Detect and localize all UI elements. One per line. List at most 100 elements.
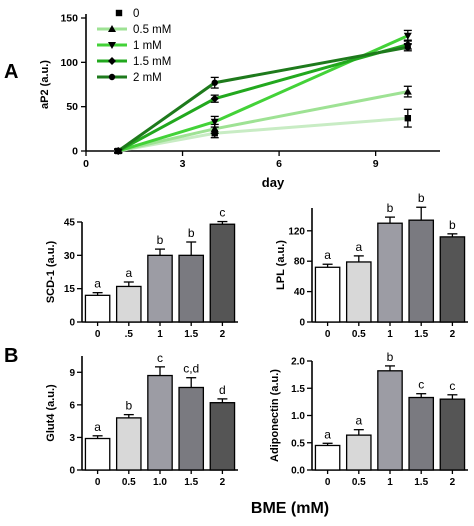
adiponectin-bar [377, 370, 403, 471]
glut4-x-tick-label: 2 [220, 477, 226, 488]
glut4-y-tick-label: 6 [69, 400, 75, 411]
lpl-bar [439, 236, 466, 323]
scd1-bar [115, 285, 142, 323]
glut4-y-tick-label: 3 [69, 433, 75, 444]
adiponectin-bar [408, 396, 435, 471]
glut4-bar [115, 417, 142, 471]
glut4-x-tick-label: 0.5 [122, 477, 136, 488]
adiponectin-significance-label: a [324, 427, 331, 441]
scd1-bar [209, 223, 236, 323]
legend-marker [108, 57, 116, 65]
adiponectin-significance-label: a [355, 414, 362, 428]
glut4-significance-label: a [94, 420, 101, 434]
lpl-y-tick-label: 0 [299, 318, 305, 329]
glut4-chart: 0 3 6 9 Glut4 (a.u.) a 0 b 0.5 c 1.0 c,d 1.5 d 2 [45, 351, 238, 488]
ap2-x-tick-label: 6 [276, 158, 282, 170]
panel-label-b: B [4, 345, 18, 367]
glut4-significance-label: c,d [183, 362, 199, 376]
ap2-data-point [210, 124, 219, 132]
ap2-data-point [211, 79, 218, 86]
adiponectin-x-tick-label: 1 [387, 477, 393, 488]
legend-label: 1.5 mM [133, 56, 171, 68]
scd1-significance-label: a [94, 277, 101, 291]
scd1-y-tick-label: 15 [64, 284, 76, 295]
lpl-y-axis-label: LPL (a.u.) [275, 240, 287, 290]
lpl-significance-label: a [324, 248, 331, 262]
ap2-data-point [210, 94, 219, 103]
adiponectin-chart: 0.0 0.5 1.0 1.5 2.0 Adiponectin (a.u.) a 0 a 0.5 b… [269, 350, 468, 488]
ap2-data-point [403, 87, 412, 95]
glut4-x-tick-label: 1.5 [184, 477, 198, 488]
scd1-y-tick-label: 0 [69, 318, 75, 329]
adiponectin-x-tick-label: 0.5 [352, 477, 366, 488]
glut4-y-tick-label: 9 [69, 368, 75, 379]
scd1-bar [178, 254, 205, 323]
scd1-x-tick-label: 0 [95, 329, 101, 340]
glut4-bar [84, 437, 111, 471]
ap2-y-tick-label: 150 [60, 13, 78, 25]
lpl-bar [345, 261, 372, 323]
shared-x-axis-label: BME (mM) [251, 500, 329, 517]
ap2-data-point [404, 114, 412, 122]
adiponectin-significance-label: b [387, 350, 394, 364]
scd1-bar [147, 254, 173, 323]
scd1-significance-label: b [157, 233, 164, 247]
glut4-significance-label: c [157, 351, 163, 365]
ap2-y-tick-label: 0 [72, 146, 78, 158]
ap2-series-0 [114, 108, 412, 155]
ap2-y-tick-label: 50 [66, 101, 78, 113]
legend-label: 1 mM [133, 40, 162, 52]
adiponectin-y-tick-label: 1.0 [291, 411, 305, 422]
legend-marker [108, 25, 116, 32]
ap2-y-axis-label: aP2 (a.u.) [39, 60, 51, 109]
ap2-x-tick-label: 0 [83, 158, 89, 170]
ap2-series-4 [114, 43, 412, 155]
adiponectin-significance-label: c [449, 379, 455, 393]
ap2-chart: 0 50 100 150 0 3 6 9 day aP2 (a.u.) 0 0.5 mM 1 mM 1.5… [39, 8, 440, 190]
glut4-y-axis-label: Glut4 (a.u.) [45, 384, 57, 442]
lpl-bar [408, 219, 435, 323]
legend-label: 2 mM [133, 72, 162, 84]
scd1-significance-label: c [219, 206, 225, 220]
glut4-bar [147, 374, 173, 471]
scd1-significance-label: a [125, 266, 132, 280]
adiponectin-y-axis-label: Adiponectin (a.u.) [269, 369, 281, 462]
scd1-x-tick-label: .5 [125, 329, 134, 340]
glut4-y-tick-label: 0 [69, 466, 75, 477]
ap2-legend: 0 0.5 mM 1 mM 1.5 mM 2 mM [97, 8, 171, 84]
ap2-data-point [404, 44, 412, 51]
ap2-data-point [403, 32, 412, 40]
lpl-significance-label: b [387, 201, 394, 215]
legend-label: 0 [133, 8, 139, 20]
ap2-y-tick-label: 100 [60, 57, 78, 69]
scd1-y-axis-label: SCD-1 (a.u.) [45, 240, 57, 303]
glut4-significance-label: d [219, 383, 226, 397]
lpl-x-tick-label: 1.5 [414, 329, 428, 340]
lpl-y-tick-label: 120 [288, 226, 305, 237]
adiponectin-bar [439, 398, 466, 471]
legend-marker [108, 73, 116, 81]
lpl-bar [314, 266, 341, 323]
ap2-x-tick-label: 9 [373, 158, 379, 170]
lpl-significance-label: b [449, 218, 456, 232]
adiponectin-x-tick-label: 0 [325, 477, 331, 488]
ap2-series-line [117, 116, 408, 153]
adiponectin-bar [345, 434, 372, 471]
glut4-bar [209, 402, 236, 471]
adiponectin-y-tick-label: 2.0 [291, 357, 305, 368]
glut4-bar [178, 386, 205, 471]
panel-label-a: A [4, 61, 18, 83]
legend-label: 0.5 mM [133, 24, 171, 36]
lpl-x-tick-label: 1 [387, 329, 393, 340]
legend-marker [115, 9, 123, 17]
lpl-x-tick-label: 0 [325, 329, 331, 340]
legend-marker [108, 42, 116, 49]
ap2-x-axis-label: day [262, 175, 285, 190]
scd1-y-tick-label: 30 [64, 251, 76, 262]
ap2-series-2 [114, 29, 412, 155]
scd1-significance-label: b [188, 226, 195, 240]
scd1-x-tick-label: 1.5 [184, 329, 198, 340]
ap2-series-line [117, 34, 409, 153]
